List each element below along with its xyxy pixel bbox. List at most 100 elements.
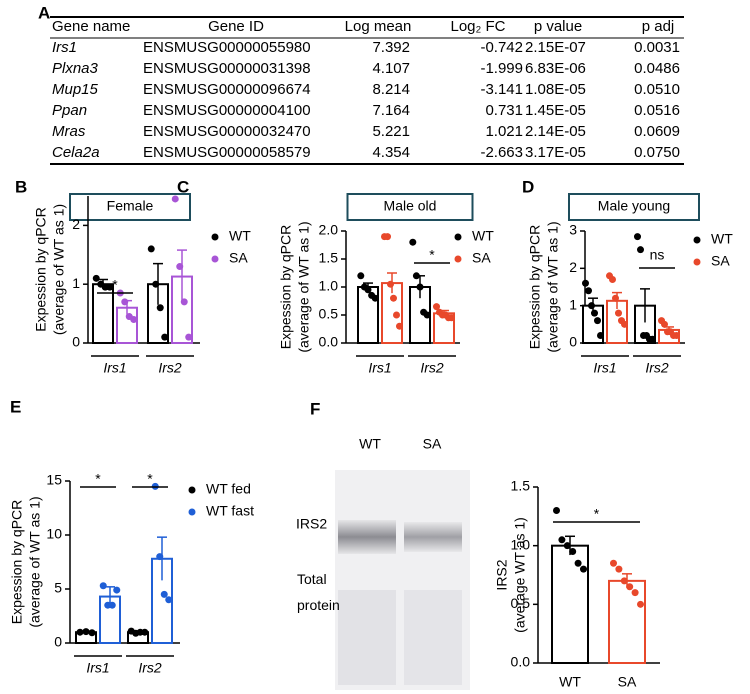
x-tick-label: Irs1 bbox=[103, 360, 126, 376]
table-header: p value bbox=[534, 18, 582, 35]
y-axis-label: Expession by qPCR bbox=[278, 225, 294, 350]
data-point bbox=[364, 286, 372, 294]
y-tick-label: 2.0 bbox=[319, 222, 339, 238]
legend-label: WT bbox=[229, 228, 251, 244]
data-point bbox=[99, 582, 107, 590]
legend-label: WT bbox=[711, 231, 733, 247]
y-tick-label: 0 bbox=[72, 334, 80, 350]
table-header: p adj bbox=[642, 18, 675, 35]
table-cell: 1.45E-05 bbox=[525, 102, 586, 119]
y-tick-label: 0.0 bbox=[319, 334, 339, 350]
significance-label: * bbox=[95, 471, 101, 487]
y-axis-label: (average of WT as 1) bbox=[51, 204, 67, 335]
data-point bbox=[591, 309, 598, 317]
table-cell: 7.392 bbox=[372, 39, 410, 56]
legend-label: SA bbox=[229, 250, 248, 266]
data-point bbox=[371, 294, 379, 302]
chart-title: Female bbox=[107, 198, 154, 214]
blot-band bbox=[338, 520, 396, 554]
legend-marker bbox=[454, 255, 462, 263]
table-cell: Ppan bbox=[52, 102, 87, 119]
table-cell: Mup15 bbox=[52, 81, 99, 98]
data-point bbox=[113, 586, 121, 594]
data-point bbox=[553, 506, 560, 514]
data-point bbox=[412, 272, 420, 280]
y-tick-label: 1.0 bbox=[511, 536, 531, 552]
data-point bbox=[165, 596, 173, 604]
legend-marker bbox=[454, 233, 462, 241]
data-point bbox=[582, 279, 589, 287]
table-cell: 6.83E-06 bbox=[525, 60, 586, 77]
data-point bbox=[626, 583, 634, 591]
data-point bbox=[185, 333, 193, 341]
legend-label: SA bbox=[472, 250, 491, 266]
data-point bbox=[88, 629, 96, 637]
x-tick-label: Irs1 bbox=[593, 360, 616, 376]
table-cell: -2.663 bbox=[480, 144, 523, 161]
y-axis-label: (average of WT as 1) bbox=[27, 496, 43, 627]
data-point bbox=[106, 283, 114, 291]
data-point bbox=[612, 294, 619, 302]
data-point bbox=[156, 553, 164, 561]
legend-label: WT fed bbox=[206, 481, 251, 497]
panel-label: E bbox=[10, 397, 21, 416]
panel-label: C bbox=[177, 177, 189, 196]
data-point bbox=[396, 322, 403, 330]
data-point bbox=[141, 628, 149, 636]
table-cell: 0.0609 bbox=[634, 123, 680, 140]
y-tick-label: 2 bbox=[569, 259, 577, 275]
x-tick-label: Irs1 bbox=[368, 360, 391, 376]
table-cell: 2.15E-07 bbox=[525, 39, 586, 56]
table-cell: ENSMUSG00000058579 bbox=[143, 144, 311, 161]
y-tick-label: 10 bbox=[46, 526, 62, 542]
table-cell: 0.0031 bbox=[634, 39, 680, 56]
bar bbox=[608, 579, 646, 664]
x-tick-label: Irs2 bbox=[645, 360, 669, 376]
significance-label: * bbox=[594, 506, 600, 522]
chart-title: Male old bbox=[384, 198, 437, 214]
data-point bbox=[130, 315, 138, 323]
data-point bbox=[161, 333, 169, 341]
data-point bbox=[160, 590, 168, 598]
y-tick-label: 1 bbox=[569, 296, 577, 312]
lane-label: SA bbox=[423, 436, 442, 452]
data-point bbox=[121, 298, 129, 306]
table-cell: Plxna3 bbox=[52, 60, 99, 77]
table-cell: 0.0750 bbox=[634, 144, 680, 161]
x-tick-label: Irs2 bbox=[420, 360, 444, 376]
y-tick-label: 1.5 bbox=[511, 478, 531, 494]
title-box bbox=[568, 193, 700, 221]
table-cell: Mras bbox=[52, 123, 86, 140]
y-tick-label: 0 bbox=[54, 634, 62, 650]
data-point bbox=[390, 294, 397, 302]
x-tick-label: Irs1 bbox=[86, 660, 109, 676]
table-header: Log mean bbox=[345, 18, 412, 35]
table-cell: Cela2a bbox=[52, 144, 100, 161]
y-axis-label: Expession by qPCR bbox=[33, 207, 49, 332]
y-axis-label: Expession by qPCR bbox=[9, 500, 25, 625]
y-tick-label: 0.5 bbox=[319, 306, 339, 322]
significance-label: ns bbox=[650, 247, 665, 263]
data-point bbox=[597, 332, 604, 340]
y-tick-label: 1 bbox=[72, 275, 80, 291]
blot-total-protein bbox=[338, 590, 396, 685]
y-tick-label: 0 bbox=[569, 334, 577, 350]
data-point bbox=[171, 195, 179, 203]
data-point bbox=[615, 309, 622, 317]
data-point bbox=[634, 233, 641, 241]
y-tick-label: 0.0 bbox=[511, 654, 531, 670]
legend-marker bbox=[188, 486, 196, 494]
data-point bbox=[108, 601, 116, 609]
data-point bbox=[569, 548, 577, 556]
y-tick-label: 1.0 bbox=[319, 278, 339, 294]
data-point bbox=[393, 311, 400, 319]
data-point bbox=[615, 565, 623, 573]
legend-marker bbox=[188, 508, 196, 516]
data-point bbox=[176, 263, 184, 271]
y-tick-label: 2 bbox=[72, 216, 80, 232]
data-point bbox=[92, 274, 100, 282]
blot-band bbox=[404, 522, 462, 552]
lane-label: WT bbox=[359, 436, 381, 452]
y-axis-label: (average of WT as 1) bbox=[545, 221, 561, 352]
table-cell: ENSMUSG00000055980 bbox=[143, 39, 311, 56]
